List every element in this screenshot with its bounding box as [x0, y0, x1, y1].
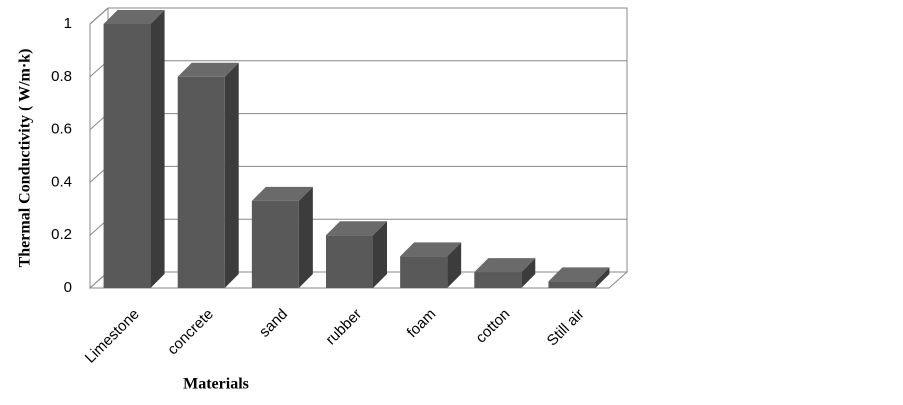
x-tick-label: concrete: [164, 306, 217, 359]
y-tick-label: 0.8: [51, 68, 72, 85]
grid-line: [89, 113, 627, 130]
x-tick-label: rubber: [322, 306, 365, 349]
x-tick-label: foam: [404, 306, 440, 342]
y-tick-label: 0.2: [51, 226, 72, 243]
bar: [326, 221, 387, 288]
bar: [103, 10, 165, 288]
bar-face: [474, 272, 522, 288]
x-axis-label: Materials: [183, 376, 249, 393]
y-axis-label: Thermal Conductivity ( W/m·k): [17, 49, 34, 268]
bar-face: [521, 258, 536, 288]
bar-face: [251, 200, 299, 288]
x-tick-label: Still air: [544, 306, 588, 350]
bar-face: [298, 186, 313, 288]
bar-face: [400, 242, 462, 257]
bar-face: [177, 76, 225, 288]
grid-line: [89, 165, 627, 183]
bar-face: [373, 221, 387, 288]
bar-face: [326, 235, 373, 288]
bar: [400, 242, 462, 288]
bar-face: [548, 281, 596, 288]
bar: [548, 267, 610, 288]
x-tick-label: cotton: [472, 306, 513, 347]
bar-face: [103, 24, 151, 288]
y-tick-label: 0: [64, 279, 72, 296]
bar-face: [595, 267, 610, 288]
x-tick-label: sand: [256, 306, 291, 341]
bar-face: [177, 62, 239, 77]
bar-face: [474, 258, 536, 273]
bar: [474, 258, 536, 288]
bar: [177, 62, 239, 288]
bar-face: [103, 10, 165, 24]
x-tick-label: Limestone: [82, 306, 143, 367]
bar-face: [150, 10, 165, 288]
bar-face: [447, 242, 462, 288]
grid-line: [89, 7, 627, 25]
bar-face: [548, 267, 610, 282]
bar-face: [326, 221, 387, 236]
bar: [251, 186, 313, 288]
bar-face: [251, 186, 313, 201]
bar-face: [400, 256, 448, 288]
grid-line: [89, 60, 627, 78]
y-tick-label: 1: [64, 15, 72, 32]
y-tick-label: 0.4: [51, 173, 72, 190]
y-tick-label: 0.6: [51, 121, 72, 138]
bar-face: [224, 62, 239, 288]
